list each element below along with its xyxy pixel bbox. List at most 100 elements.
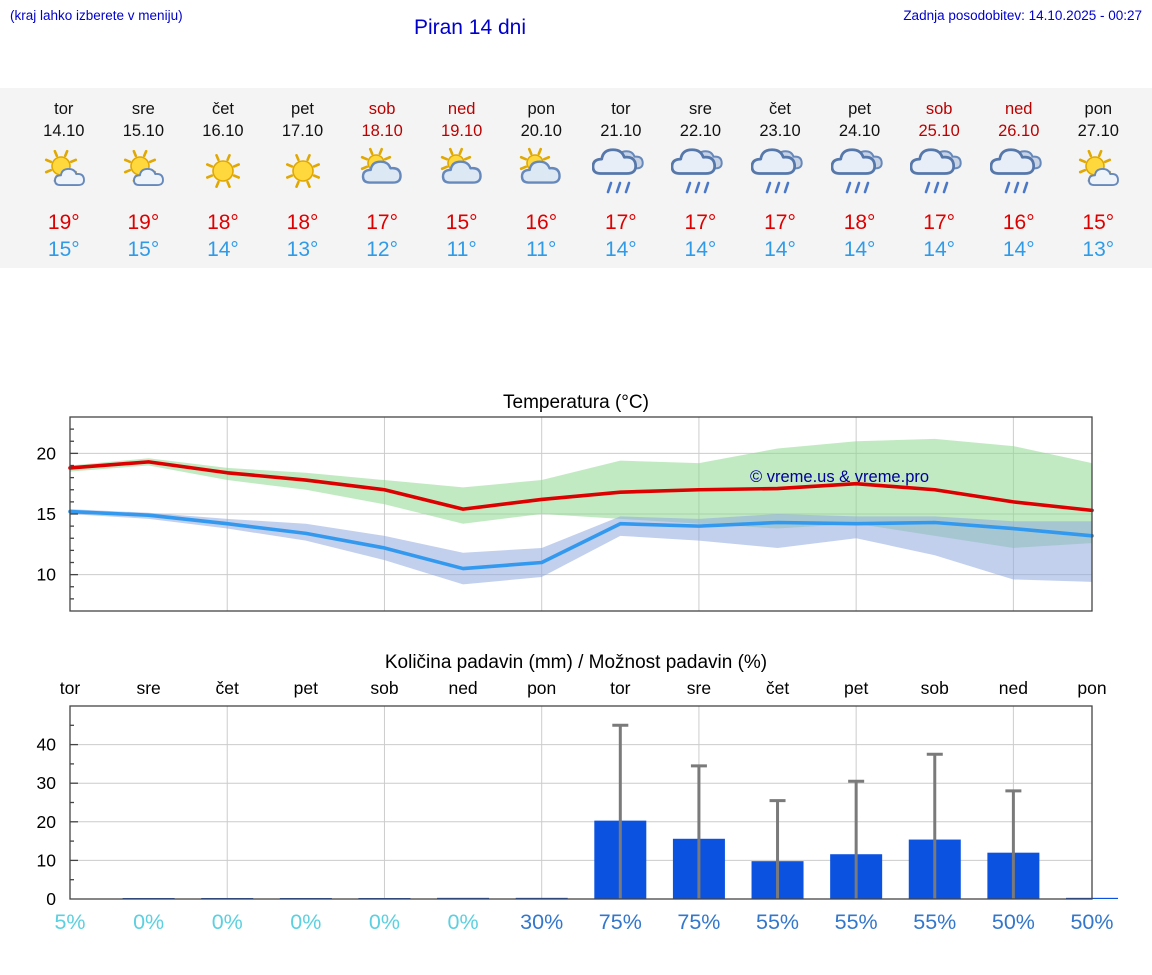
day-low-temp: 11° [446, 237, 477, 261]
day-date: 20.10 [520, 122, 562, 141]
day-low-temp: 14° [843, 237, 876, 261]
precip-probability: 0% [212, 910, 243, 934]
day-date: 19.10 [441, 122, 483, 141]
day-date: 21.10 [600, 122, 642, 141]
rain-icon [989, 147, 1048, 197]
day-high-temp: 17° [923, 210, 956, 234]
sun-cloud-icon [353, 147, 411, 197]
day-low-temp: 11° [526, 237, 557, 261]
forecast-day[interactable]: čet 16.10 18° 14° [183, 88, 263, 268]
day-high-temp: 17° [684, 210, 717, 234]
day-name: sre [688, 100, 712, 118]
day-low-temp: 15° [127, 237, 160, 261]
forecast-day[interactable]: pet 24.10 18° 14° [820, 88, 900, 268]
precip-probability: 50% [1070, 910, 1113, 934]
day-low-temp: 14° [1002, 237, 1035, 261]
rain-icon [591, 147, 650, 197]
day-date: 16.10 [202, 122, 244, 141]
precip-day-label: ned [999, 678, 1028, 698]
precip-day-label: sob [921, 678, 949, 698]
day-low-temp: 14° [207, 237, 239, 261]
precip-probability: 55% [913, 910, 956, 934]
last-updated: Zadnja posodobitev: 14.10.2025 - 00:27 [903, 8, 1142, 23]
svg-text:20: 20 [37, 812, 57, 832]
day-date: 26.10 [998, 122, 1040, 141]
precip-day-label: čet [216, 678, 239, 698]
watermark: © vreme.us & vreme.pro [750, 468, 929, 486]
day-name: pet [848, 100, 872, 118]
svg-text:20: 20 [37, 443, 57, 463]
precip-probability: 55% [756, 910, 799, 934]
precip-day-label: pon [1077, 678, 1106, 698]
day-date: 15.10 [122, 122, 165, 141]
forecast-day[interactable]: čet 23.10 17° 14° [740, 88, 820, 268]
day-date: 24.10 [838, 122, 881, 141]
day-date: 14.10 [43, 122, 85, 141]
day-low-temp: 14° [764, 237, 796, 261]
sun-cloud-icon [433, 147, 491, 197]
day-name: čet [211, 100, 234, 118]
forecast-day[interactable]: sre 15.10 19° 15° [104, 88, 184, 268]
day-high-temp: 17° [604, 210, 637, 234]
temperature-chart-title: Temperatura (°C) [503, 392, 649, 413]
precip-probability: 5% [54, 910, 85, 934]
precip-day-label: tor [60, 678, 81, 698]
forecast-day[interactable]: sob 18.10 17° 12° [342, 88, 422, 268]
day-date: 27.10 [1077, 122, 1119, 141]
precip-probability: 0% [133, 910, 164, 934]
svg-text:0: 0 [46, 889, 56, 909]
rain-icon [910, 147, 968, 197]
precip-probability: 75% [599, 910, 642, 934]
precip-day-label: pet [844, 678, 868, 698]
precip-day-label: sob [370, 678, 398, 698]
rain-icon [830, 147, 889, 197]
day-high-temp: 18° [207, 210, 239, 234]
precip-day-label: tor [610, 678, 631, 698]
forecast-day[interactable]: pon 20.10 16° 11° [501, 88, 581, 268]
precipitation-chart: tor sre čet pet sob ned pon tor sre čet pet sob ned p… [37, 678, 1118, 934]
precip-day-label: sre [136, 678, 160, 698]
forecast-day[interactable]: pet 17.10 18° 13° [263, 88, 343, 268]
precip-day-label: pet [294, 678, 318, 698]
forecast-day[interactable]: ned 19.10 15° 11° [422, 88, 502, 268]
forecast-day[interactable]: pon 27.10 15° 13° [1059, 88, 1139, 268]
svg-text:10: 10 [37, 850, 57, 870]
day-name: sob [368, 100, 396, 118]
rain-icon [750, 147, 809, 197]
forecast-day[interactable]: ned 26.10 16° 14° [979, 88, 1059, 268]
precip-probability: 30% [520, 910, 563, 934]
svg-text:15: 15 [37, 504, 56, 524]
sun-small-cloud-icon [114, 147, 172, 197]
day-low-temp: 14° [923, 237, 956, 261]
svg-text:30: 30 [37, 773, 57, 793]
sun-icon [194, 147, 252, 197]
forecast-strip: tor 14.10 19° 15° sre 15.10 19° 15° čet 16.10 18… [0, 88, 1152, 268]
day-low-temp: 14° [684, 237, 717, 261]
day-name: pon [527, 100, 556, 118]
day-high-temp: 19° [47, 210, 80, 234]
precip-probability: 0% [369, 910, 400, 934]
day-date: 22.10 [679, 122, 722, 141]
day-high-temp: 16° [525, 210, 558, 234]
sun-icon [274, 147, 332, 197]
precipitation-chart-section: Količina padavin (mm) / Možnost padavin … [0, 650, 1152, 938]
rain-icon [671, 147, 729, 197]
temperature-chart: © vreme.us & vreme.pro 10 15 20 [37, 416, 1094, 612]
day-name: čet [768, 100, 791, 118]
day-name: sre [131, 100, 155, 118]
day-low-temp: 13° [286, 237, 319, 261]
day-high-temp: 18° [286, 210, 319, 234]
location-menu-hint[interactable]: (kraj lahko izberete v meniju) [10, 8, 183, 23]
day-date: 25.10 [918, 122, 960, 141]
forecast-day[interactable]: sob 25.10 17° 14° [899, 88, 979, 268]
forecast-day[interactable]: tor 14.10 19° 15° [24, 88, 104, 268]
forecast-day[interactable]: tor 21.10 17° 14° [581, 88, 661, 268]
sun-small-cloud-icon [1069, 147, 1127, 197]
page-header: (kraj lahko izberete v meniju) Piran 14 … [0, 0, 1152, 88]
precip-day-label: pon [527, 678, 556, 698]
day-name: tor [54, 100, 74, 118]
forecast-day[interactable]: sre 22.10 17° 14° [661, 88, 741, 268]
precip-probability: 55% [835, 910, 878, 934]
day-low-temp: 15° [47, 237, 80, 261]
day-high-temp: 15° [445, 210, 478, 234]
